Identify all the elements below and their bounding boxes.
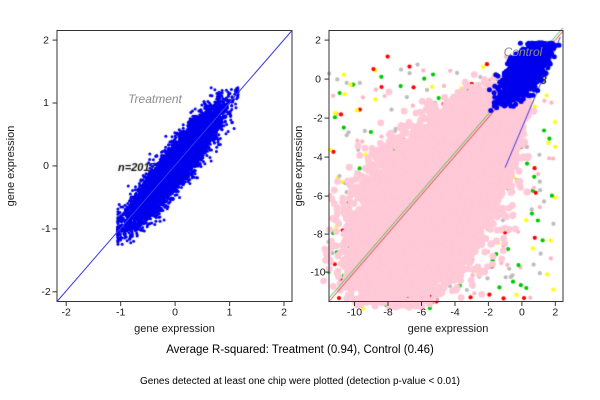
svg-text:-2: -2 [484,307,493,319]
svg-text:gene expression: gene expression [293,126,305,207]
svg-text:Average R-squared: Treatment (: Average R-squared: Treatment (0.94), Con… [166,344,434,356]
svg-text:1: 1 [43,97,49,109]
svg-text:2: 2 [43,34,49,46]
svg-text:-8: -8 [313,228,322,240]
svg-text:-4: -4 [313,151,322,163]
svg-text:-2: -2 [313,112,322,124]
svg-text:Control: Control [504,45,543,59]
svg-text:-6: -6 [417,307,426,319]
svg-text:-1: -1 [41,223,50,235]
svg-text:-2: -2 [41,286,50,298]
svg-text:0: 0 [519,307,525,319]
svg-text:Genes detected at least one ch: Genes detected at least one chip were pl… [140,376,460,387]
svg-text:gene expression: gene expression [5,126,17,207]
svg-text:0: 0 [172,307,178,319]
svg-text:0: 0 [43,160,49,172]
svg-text:-1: -1 [116,307,125,319]
svg-text:gene expression: gene expression [408,323,489,335]
svg-text:-2: -2 [62,307,71,319]
svg-text:Treatment: Treatment [128,92,182,106]
svg-text:2: 2 [281,307,287,319]
svg-text:1: 1 [227,307,233,319]
svg-text:-6: -6 [313,190,322,202]
svg-text:2: 2 [315,34,321,46]
svg-text:0: 0 [315,73,321,85]
svg-text:-10: -10 [310,266,325,278]
svg-text:-8: -8 [383,307,392,319]
svg-text:gene expression: gene expression [134,323,215,335]
svg-text:2: 2 [552,307,558,319]
svg-text:-10: -10 [347,307,362,319]
svg-text:-4: -4 [450,307,459,319]
